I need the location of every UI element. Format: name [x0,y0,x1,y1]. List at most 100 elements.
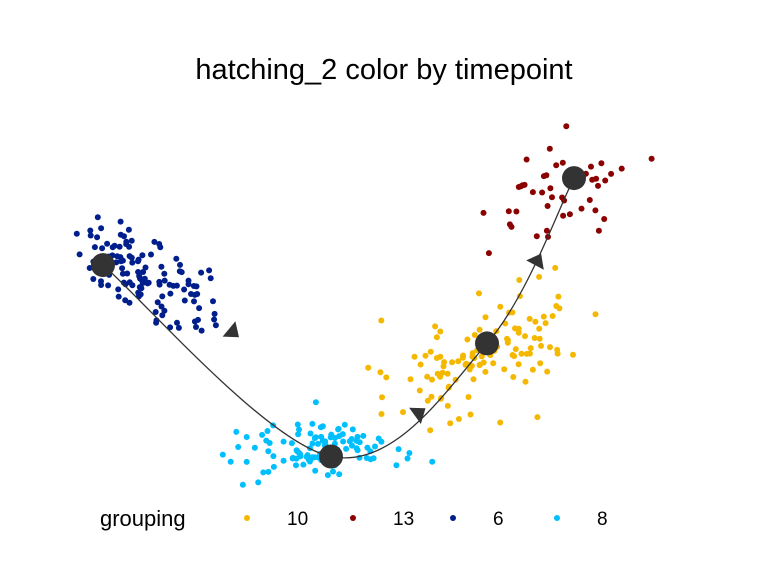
data-point-6 [206,267,213,274]
data-point-8 [364,444,371,451]
data-point-6 [161,277,168,284]
data-point-8 [219,451,226,458]
data-point-10 [512,346,519,353]
trajectory-node [319,444,343,469]
data-point-10 [416,387,423,394]
data-point-6 [138,285,145,292]
data-point-8 [255,479,262,486]
data-point-13 [595,227,602,234]
data-point-10 [466,366,473,373]
data-point-13 [586,197,593,203]
data-point-10 [529,366,536,373]
data-point-10 [427,427,434,434]
data-point-6 [191,298,197,305]
data-point-8 [328,431,335,438]
trajectory-arrow [222,321,239,338]
data-point-10 [476,326,483,333]
data-point-13 [608,170,615,177]
data-point-6 [94,214,101,221]
data-point-6 [174,319,180,326]
data-point-13 [547,185,554,192]
data-point-6 [111,242,118,249]
data-point-10 [437,328,444,335]
data-point-10 [490,360,497,367]
data-point-13 [618,165,625,172]
data-point-10 [547,344,553,351]
data-point-6 [104,240,111,247]
data-point-13 [560,212,567,219]
data-point-8 [336,471,343,478]
legend-label: 6 [493,509,504,530]
data-point-13 [544,203,551,209]
trajectory-arrow [409,407,426,424]
data-point-10 [476,290,482,297]
data-point-6 [193,324,199,330]
data-point-6 [181,286,188,293]
legend-swatch [350,515,356,521]
data-point-10 [437,353,444,360]
data-point-8 [307,430,314,437]
data-point-10 [478,353,485,360]
data-point-10 [512,325,518,332]
data-point-8 [312,434,319,441]
data-point-6 [76,251,83,258]
data-point-8 [280,438,287,445]
data-point-10 [497,419,504,426]
data-point-6 [144,280,151,287]
data-point-8 [346,438,353,445]
data-point-8 [372,443,378,450]
data-point-10 [536,335,543,342]
data-point-8 [243,434,250,440]
data-point-8 [315,440,321,447]
data-point-6 [191,318,198,325]
data-point-8 [251,444,258,451]
data-point-6 [152,309,159,315]
data-point-8 [356,439,363,446]
data-point-8 [395,446,402,453]
data-point-6 [135,256,142,263]
data-point-6 [115,293,122,300]
data-point-10 [537,360,544,367]
trajectory-node [475,331,499,356]
data-point-10 [428,393,435,400]
data-point-6 [161,307,168,314]
data-point-8 [304,452,311,459]
data-point-8 [317,424,324,431]
data-point-8 [264,428,271,434]
data-point-13 [518,183,524,190]
data-point-13 [598,160,605,167]
data-point-8 [309,420,316,427]
data-point-10 [534,414,541,421]
data-point-6 [117,218,124,225]
data-point-6 [73,230,80,237]
data-point-10 [378,317,385,324]
data-point-10 [455,416,462,422]
data-point-10 [439,369,446,376]
data-point-13 [540,173,547,180]
data-point-13 [529,189,536,196]
data-point-8 [343,445,350,452]
data-point-13 [563,123,570,130]
data-point-10 [526,315,533,322]
data-point-6 [151,238,158,245]
data-point-6 [119,265,126,272]
data-point-6 [166,281,173,288]
data-point-10 [463,360,470,367]
data-point-6 [176,268,183,275]
data-point-6 [173,255,180,262]
data-point-10 [464,336,471,343]
data-point-10 [407,376,414,383]
data-point-10 [518,350,525,357]
data-point-8 [330,468,336,475]
data-point-8 [297,453,304,460]
data-point-6 [158,263,165,270]
data-point-10 [549,313,556,319]
data-point-8 [235,444,242,450]
data-point-8 [300,461,307,468]
data-point-10 [379,394,385,401]
legend-swatch [450,515,456,521]
data-point-13 [546,145,553,152]
data-point-13 [578,205,585,212]
data-point-10 [452,376,459,383]
